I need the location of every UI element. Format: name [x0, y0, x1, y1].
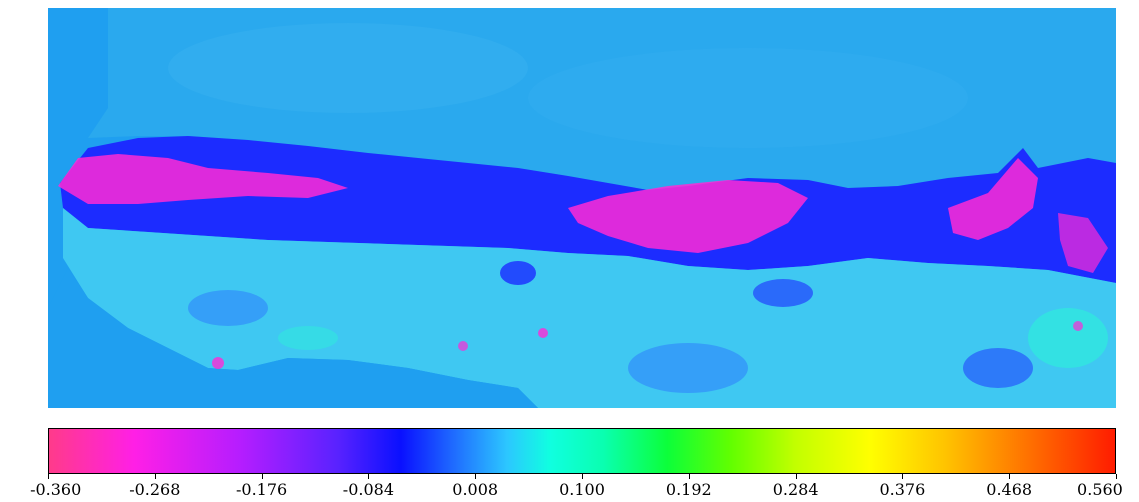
colorbar-tick-mark: [795, 474, 797, 479]
colorbar-tick-label: -0.084: [342, 480, 394, 499]
southern-vegetation-belt: [63, 208, 1116, 408]
colorbar-tick-mark: [475, 474, 477, 479]
negative-hotspot-east: [948, 158, 1038, 240]
coastal-speck: [1073, 321, 1083, 331]
dark-patch: [188, 290, 268, 326]
sahara-region: [88, 8, 1116, 190]
desert-texture: [168, 23, 528, 113]
colorbar-tick-label: 0.376: [879, 480, 926, 499]
dark-patch: [753, 279, 813, 307]
colorbar-tick-mark: [902, 474, 904, 479]
colorbar-tick-label: 0.560: [1077, 480, 1123, 499]
africa-map-raster: [48, 8, 1116, 408]
colorbar-tick-label: -0.268: [129, 480, 181, 499]
colorbar-tick-mark: [368, 474, 370, 479]
dark-patch: [500, 261, 536, 285]
colorbar-tick-label: 0.192: [665, 480, 712, 499]
positive-patch: [1028, 308, 1108, 368]
map-panel: [48, 8, 1116, 408]
desert-texture: [528, 48, 968, 148]
colorbar-tick-mark: [688, 474, 690, 479]
dark-patch: [628, 343, 748, 393]
colorbar-tick-mark: [582, 474, 583, 479]
negative-hotspot-far-east: [1058, 213, 1108, 273]
colorbar-tick-labels: -0.360 -0.268 -0.176 -0.084 0.008 0.100 0.192 0…: [0, 474, 1139, 502]
colorbar-tick-label: 0.284: [772, 480, 819, 499]
positive-patch: [278, 326, 338, 350]
colorbar-tick-label: -0.176: [235, 480, 288, 499]
colorbar-tick-mark: [1116, 474, 1117, 479]
negative-hotspot-west: [58, 154, 348, 204]
dark-patch: [963, 348, 1033, 388]
colorbar-tick-mark: [48, 474, 49, 479]
colorbar-tick-label: 0.008: [452, 480, 499, 499]
colorbar-tick-label: 0.100: [559, 480, 605, 499]
colorbar-tick-mark: [261, 474, 263, 479]
colorbar: [48, 428, 1116, 474]
colorbar-tick-label: -0.360: [30, 480, 82, 499]
coastal-speck: [538, 328, 548, 338]
colorbar-tick-label: 0.468: [986, 480, 1033, 499]
coastal-speck: [458, 341, 468, 351]
gulf-of-guinea: [48, 268, 538, 408]
coastal-speck: [212, 357, 224, 369]
negative-hotspot-center: [568, 180, 808, 253]
colorbar-tick-mark: [154, 474, 156, 479]
colorbar-tick-mark: [1009, 474, 1011, 479]
